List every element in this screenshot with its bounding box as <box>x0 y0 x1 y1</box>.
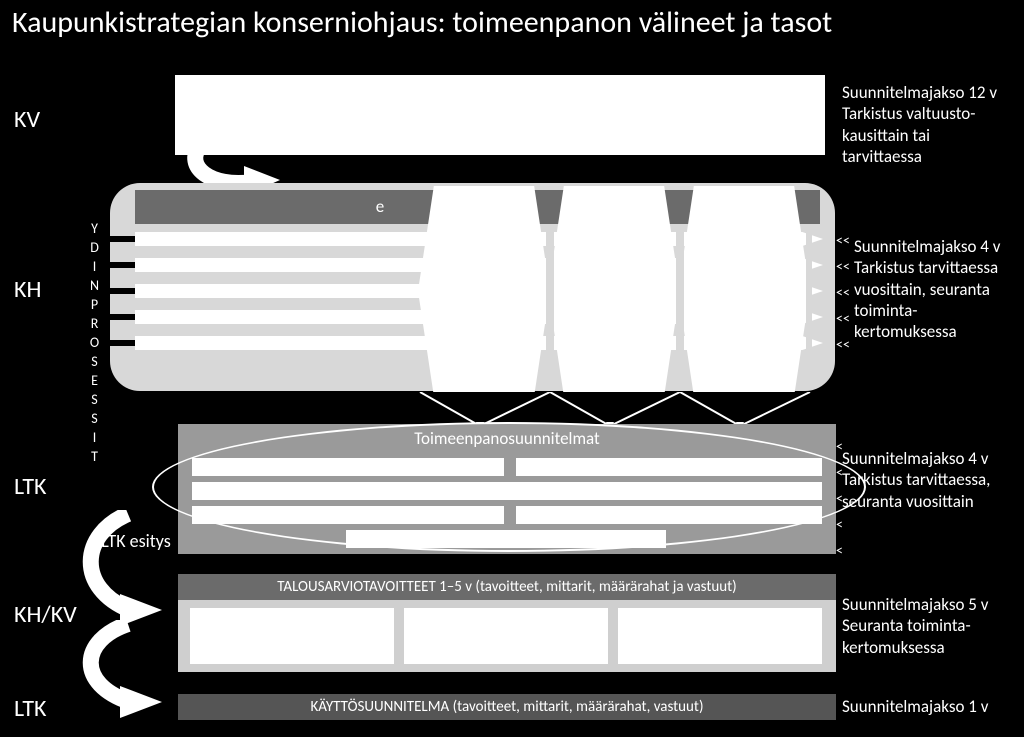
return-tip: < <box>836 518 843 532</box>
level-kh: KH <box>14 275 41 304</box>
ltk-box <box>192 506 504 524</box>
hex-2 <box>548 186 680 396</box>
hdr-letter-1: e <box>360 196 400 217</box>
row-connector <box>106 288 136 294</box>
row-connector <box>106 236 136 242</box>
annotation-4: Suunnitelmajakso 5 v Seuranta toiminta- … <box>842 594 988 658</box>
row-gap <box>806 232 812 350</box>
talous-box <box>404 608 608 664</box>
return-tip: << <box>836 286 850 300</box>
annotation-3: Suunnitelmajakso 4 v Tarkistus tarvittae… <box>842 448 990 512</box>
level-ltk: LTK <box>14 472 47 501</box>
return-tip: << <box>836 260 850 274</box>
annotation-5: Suunnitelmajakso 1 v <box>842 696 988 717</box>
row-connector <box>106 314 136 320</box>
return-tip: < <box>836 492 843 506</box>
level-khkv: KH/KV <box>14 600 77 629</box>
ltk-panel-title: Toimeenpanosuunnitelmat <box>178 428 836 449</box>
ltk-box <box>192 482 822 500</box>
row-connector <box>106 340 136 346</box>
row-gap <box>676 232 684 350</box>
return-tip: << <box>836 312 850 326</box>
level-ltk2: LTK <box>14 694 47 723</box>
annotation-2: Suunnitelmajakso 4 v Tarkistus tarvittae… <box>854 236 1000 342</box>
ltk-box <box>346 530 666 548</box>
talous-box <box>190 608 394 664</box>
ltk-box <box>516 506 822 524</box>
return-tip: << <box>836 234 850 248</box>
return-tip: < <box>836 544 843 558</box>
ydinprosessit-label: YDINPROSESSIT <box>86 220 103 380</box>
annotation-1: Suunnitelmajakso 12 v Tarkistus valtuust… <box>842 82 997 167</box>
hex-1 <box>418 186 550 396</box>
talous-title: TALOUSARVIOTAVOITTEET 1–5 v (tavoitteet,… <box>178 578 836 596</box>
page-title: Kaupunkistrategian konserniohjaus: toime… <box>12 6 1012 41</box>
return-tip: << <box>836 338 850 352</box>
return-tip: < <box>836 466 843 480</box>
talous-box <box>618 608 822 664</box>
level-kv: KV <box>14 105 40 134</box>
ltk-box <box>516 458 822 476</box>
hex-3 <box>678 186 810 396</box>
kaytto-title: KÄYTTÖSUUNNITELMA (tavoitteet, mittarit,… <box>178 698 836 716</box>
row-connector <box>106 262 136 268</box>
return-tip: < <box>836 440 843 454</box>
row-gap <box>546 232 554 350</box>
ltk-box <box>192 458 504 476</box>
